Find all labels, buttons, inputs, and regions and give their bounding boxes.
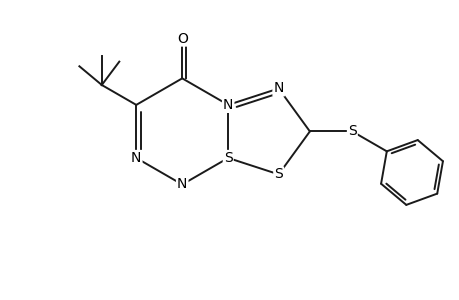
Text: N: N bbox=[273, 82, 283, 95]
Text: O: O bbox=[176, 32, 187, 46]
Text: N: N bbox=[177, 178, 187, 191]
Text: S: S bbox=[224, 151, 232, 165]
Text: N: N bbox=[223, 98, 233, 112]
Text: N: N bbox=[131, 151, 141, 165]
Text: S: S bbox=[347, 124, 356, 138]
Text: S: S bbox=[274, 167, 282, 182]
